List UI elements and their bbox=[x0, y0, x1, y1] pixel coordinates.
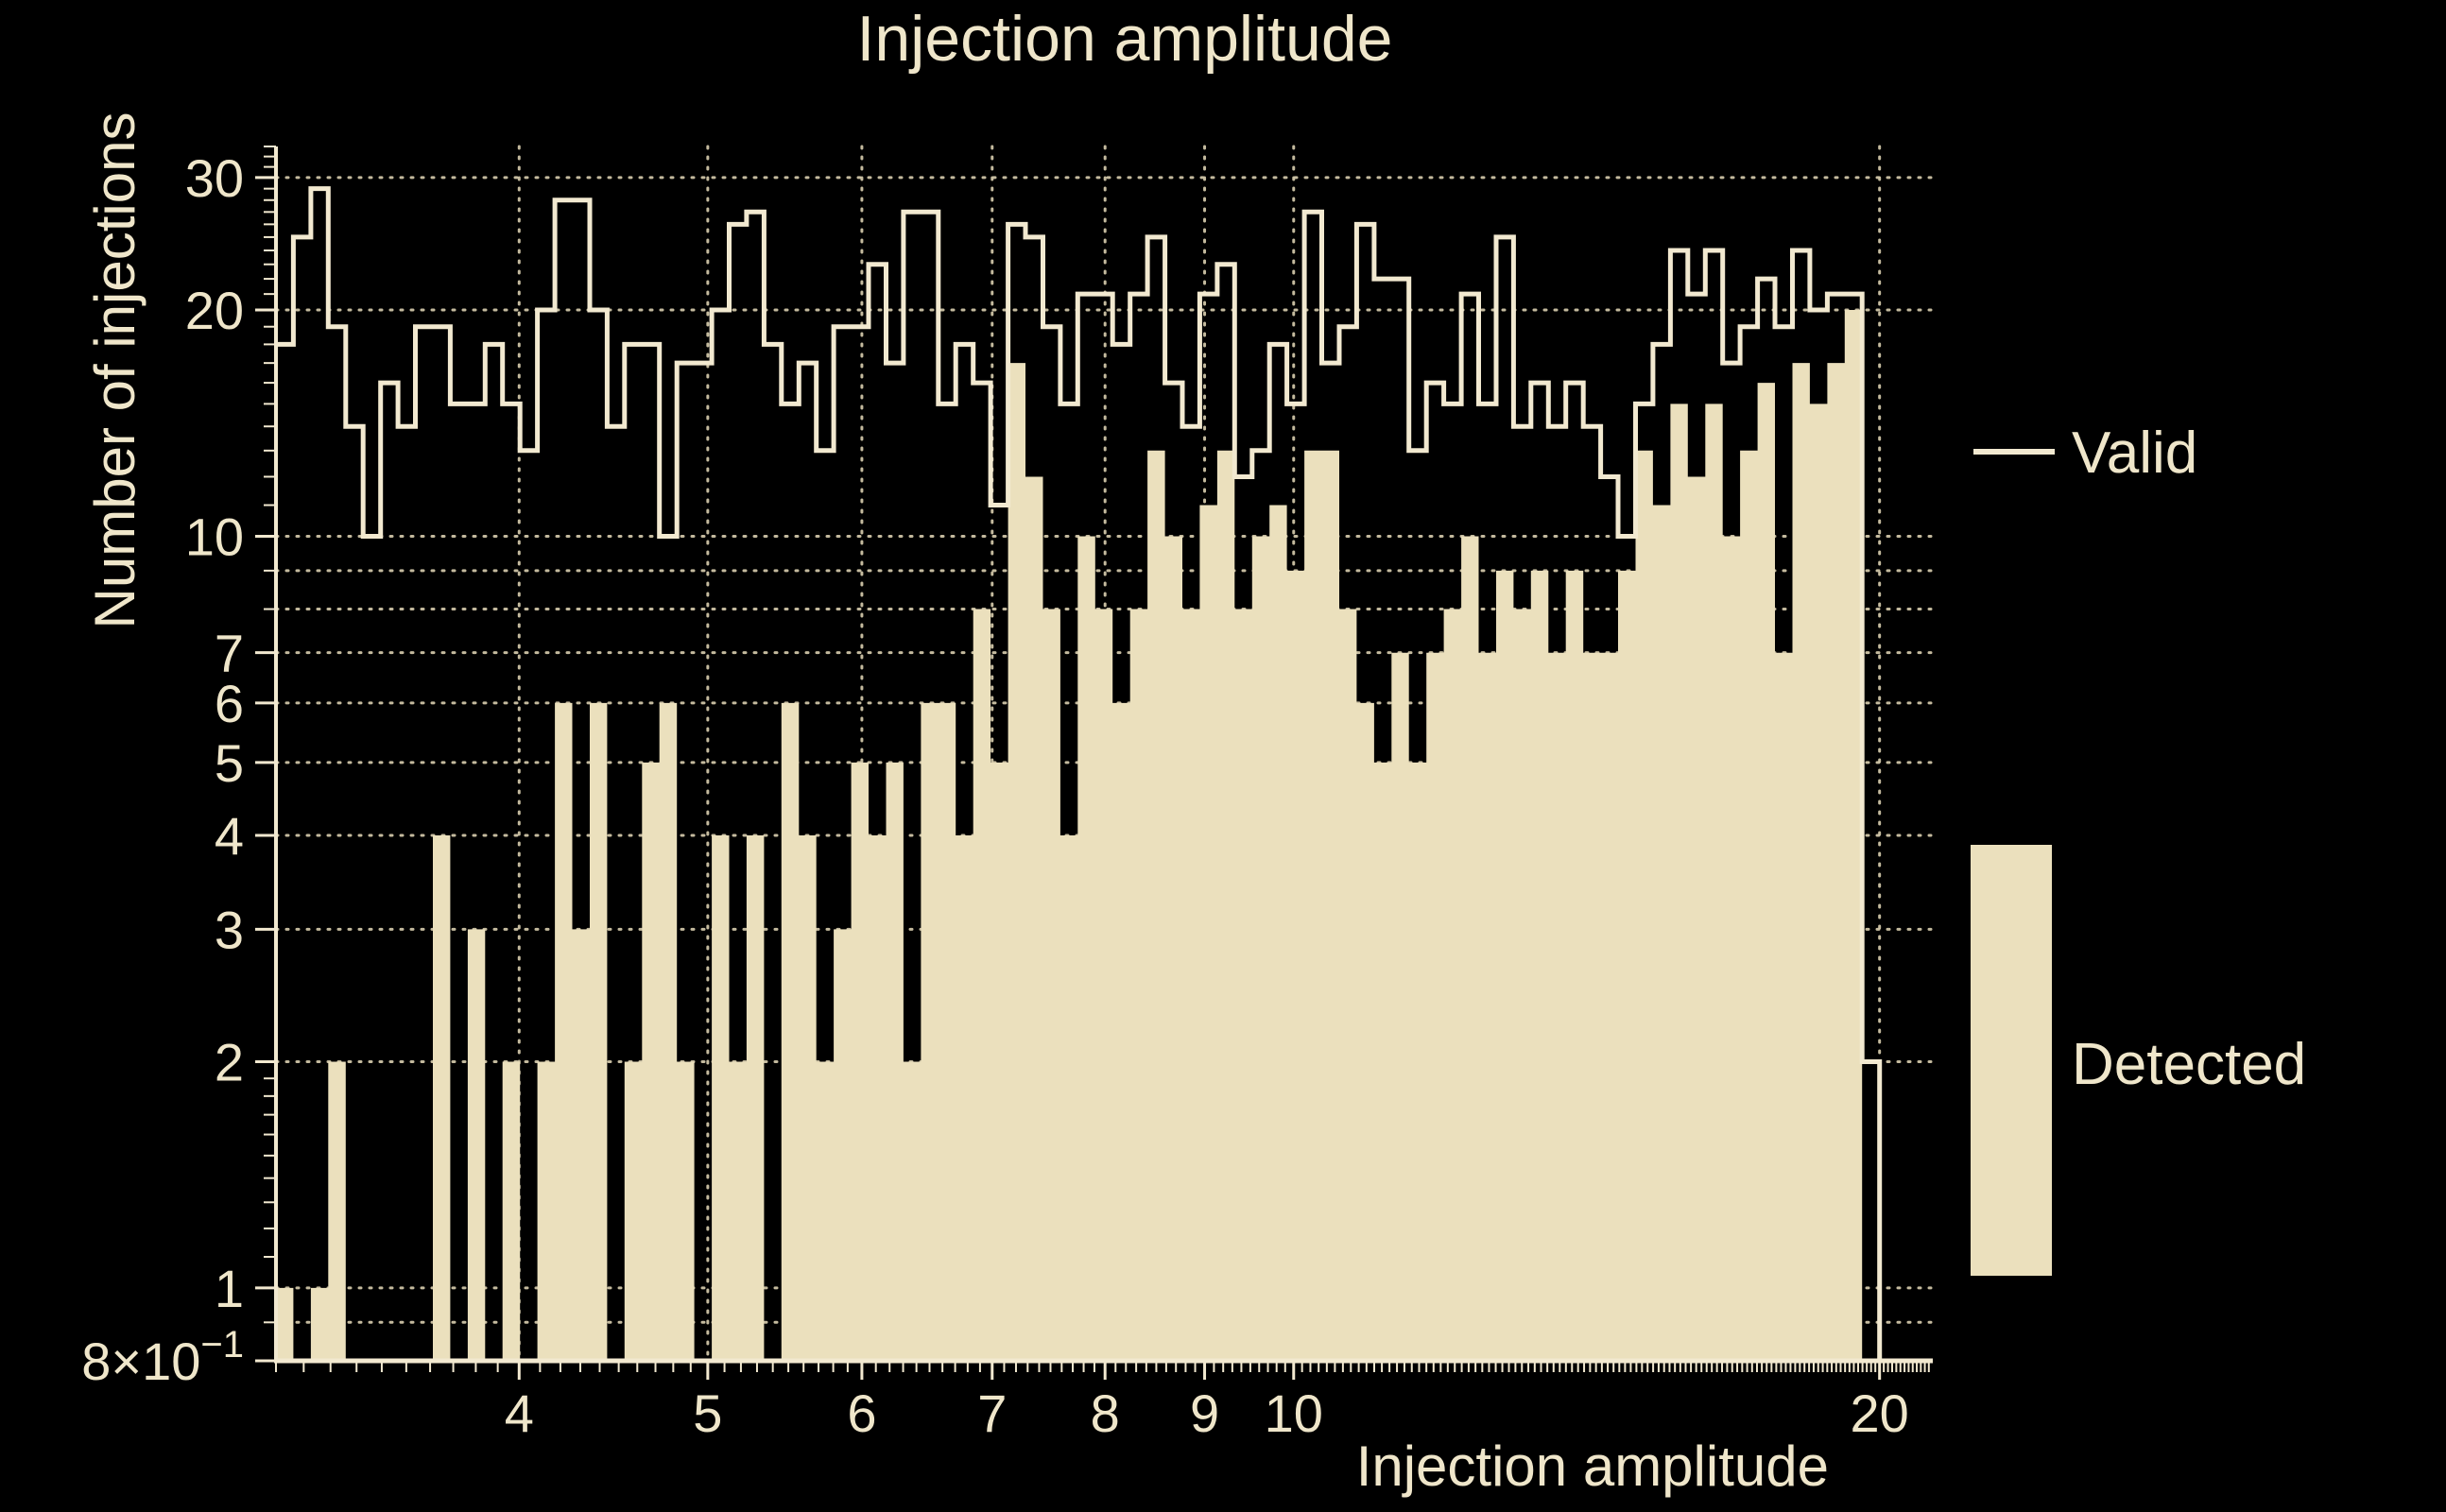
x-tick-label: 4 bbox=[505, 1383, 534, 1443]
y-axis-label: Number of injections bbox=[83, 112, 146, 629]
x-tick-label: 7 bbox=[977, 1383, 1007, 1443]
detected-area-path bbox=[276, 310, 1880, 1363]
x-tick-label: 5 bbox=[693, 1383, 722, 1443]
legend-detected-label: Detected bbox=[2072, 1032, 2306, 1097]
y-tick-label: 10 bbox=[185, 507, 244, 566]
x-axis-label: Injection amplitude bbox=[1356, 1435, 1829, 1498]
y-tick-label: 3 bbox=[215, 900, 244, 959]
y-tick-exponent: −1 bbox=[200, 1324, 244, 1366]
axes-spines bbox=[274, 146, 1933, 1364]
x-tick-label: 20 bbox=[1851, 1383, 1909, 1443]
legend-detected-box-swatch bbox=[1971, 845, 2052, 1276]
tick-marks bbox=[255, 146, 1930, 1380]
chart-title: Injection amplitude bbox=[856, 3, 1392, 75]
x-tick-label: 9 bbox=[1190, 1383, 1219, 1443]
detected-histogram bbox=[276, 310, 1880, 1363]
valid-step-line bbox=[276, 186, 1883, 1361]
y-tick-label: 1 bbox=[215, 1259, 244, 1318]
y-tick-label: 4 bbox=[215, 806, 244, 866]
y-tick-label: 2 bbox=[215, 1032, 244, 1091]
y-tick-label: 30 bbox=[185, 148, 244, 208]
legend: Valid Detected bbox=[1971, 421, 2306, 1276]
y-tick-label: 6 bbox=[215, 674, 244, 733]
x-tick-label: 10 bbox=[1265, 1383, 1323, 1443]
valid-step-path bbox=[276, 186, 1883, 1361]
x-tick-label: 6 bbox=[847, 1383, 876, 1443]
y-tick-label: 5 bbox=[215, 733, 244, 793]
y-tick-label: 8×10−1 bbox=[81, 1324, 244, 1391]
x-tick-label: 8 bbox=[1091, 1383, 1120, 1443]
legend-valid-label: Valid bbox=[2072, 421, 2197, 486]
y-tick-label: 7 bbox=[215, 624, 244, 683]
y-tick-label: 20 bbox=[185, 281, 244, 340]
